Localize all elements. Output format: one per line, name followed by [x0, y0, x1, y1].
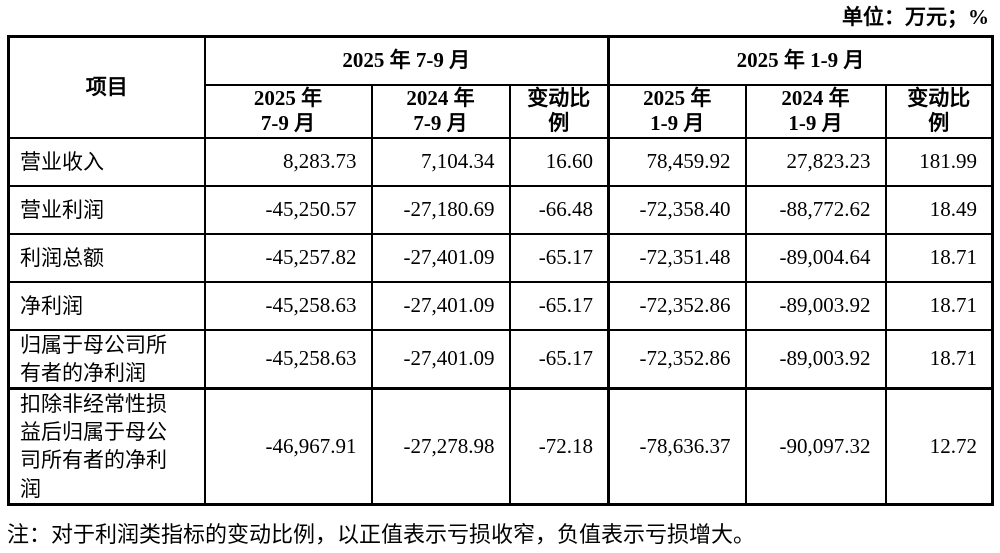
value-cell: -90,097.32: [744, 387, 887, 506]
value-cell: -88,772.62: [744, 184, 887, 235]
table-row-net-profit-excl-nonrecurring: 扣除非经常性损 益后归属于母公 司所有者的净利 润 -46,967.91 -27…: [7, 387, 994, 506]
value-cell: -72,358.40: [607, 184, 747, 235]
item-column-header: 项目: [7, 35, 206, 139]
table-row-net-profit: 净利润 -45,258.63 -27,401.09 -65.17 -72,352…: [7, 280, 994, 331]
header-row-groups: 项目 2025 年 7-9 月 2025 年 1-9 月: [7, 35, 994, 139]
value-cell: 16.60: [508, 136, 610, 187]
row-label-cell: 净利润: [7, 280, 206, 331]
value-cell: -27,180.69: [370, 184, 511, 235]
value-cell: -89,003.92: [744, 328, 887, 390]
value-cell: -27,401.09: [370, 280, 511, 331]
table-row-net-profit-attributable: 归属于母公司所 有者的净利润 -45,258.63 -27,401.09 -65…: [7, 328, 994, 390]
value-cell: -27,401.09: [370, 232, 511, 283]
value-cell: -78,636.37: [607, 387, 747, 506]
value-cell: 7,104.34: [370, 136, 511, 187]
unit-label: 单位：万元；%: [842, 5, 989, 29]
value-cell: 181.99: [884, 136, 994, 187]
sub-header-change-9m: 变动比 例: [884, 83, 994, 139]
value-cell: -89,003.92: [744, 280, 887, 331]
value-cell: -27,278.98: [370, 387, 511, 506]
value-cell: -89,004.64: [744, 232, 887, 283]
value-cell: -65.17: [508, 328, 610, 390]
value-cell: 12.72: [884, 387, 994, 506]
value-cell: -72,351.48: [607, 232, 747, 283]
sub-header-2025-q3: 2025 年 7-9 月: [203, 83, 373, 139]
value-cell: 8,283.73: [203, 136, 373, 187]
value-cell: -72,352.86: [607, 328, 747, 390]
footnote: 注：对于利润类指标的变动比例，以正值表示亏损收窄，负值表示亏损增大。: [7, 521, 756, 547]
value-cell: -45,258.63: [203, 280, 373, 331]
value-cell: 18.71: [884, 328, 994, 390]
value-cell: -27,401.09: [370, 328, 511, 390]
sub-header-2025-9m: 2025 年 1-9 月: [607, 83, 747, 139]
value-cell: 27,823.23: [744, 136, 887, 187]
period-group-header-q3: 2025 年 7-9 月: [203, 35, 610, 86]
sub-header-change-q3: 变动比 例: [508, 83, 610, 139]
value-cell: -46,967.91: [203, 387, 373, 506]
value-cell: 78,459.92: [607, 136, 747, 187]
period-group-header-9m: 2025 年 1-9 月: [607, 35, 994, 86]
row-label-cell: 利润总额: [7, 232, 206, 283]
value-cell: -45,258.63: [203, 328, 373, 390]
table-row-revenue: 营业收入 8,283.73 7,104.34 16.60 78,459.92 2…: [7, 136, 994, 187]
value-cell: -45,250.57: [203, 184, 373, 235]
table-row-total-profit: 利润总额 -45,257.82 -27,401.09 -65.17 -72,35…: [7, 232, 994, 283]
value-cell: -65.17: [508, 280, 610, 331]
sub-header-2024-q3: 2024 年 7-9 月: [370, 83, 511, 139]
row-label-cell: 归属于母公司所 有者的净利润: [7, 328, 206, 390]
value-cell: -65.17: [508, 232, 610, 283]
financial-comparison-table: 项目 2025 年 7-9 月 2025 年 1-9 月 2025 年 7-9 …: [7, 35, 995, 506]
table-row-operating-profit: 营业利润 -45,250.57 -27,180.69 -66.48 -72,35…: [7, 184, 994, 235]
value-cell: 18.71: [884, 232, 994, 283]
value-cell: -72.18: [508, 387, 610, 506]
value-cell: 18.71: [884, 280, 994, 331]
value-cell: 18.49: [884, 184, 994, 235]
header-row-sub: 2025 年 7-9 月 2024 年 7-9 月 变动比 例 2025 年 1…: [9, 83, 994, 139]
value-cell: -45,257.82: [203, 232, 373, 283]
value-cell: -72,352.86: [607, 280, 747, 331]
row-label-cell: 营业收入: [7, 136, 206, 187]
row-label-cell: 营业利润: [7, 184, 206, 235]
row-label-cell: 扣除非经常性损 益后归属于母公 司所有者的净利 润: [7, 387, 206, 506]
value-cell: -66.48: [508, 184, 610, 235]
sub-header-2024-9m: 2024 年 1-9 月: [744, 83, 887, 139]
